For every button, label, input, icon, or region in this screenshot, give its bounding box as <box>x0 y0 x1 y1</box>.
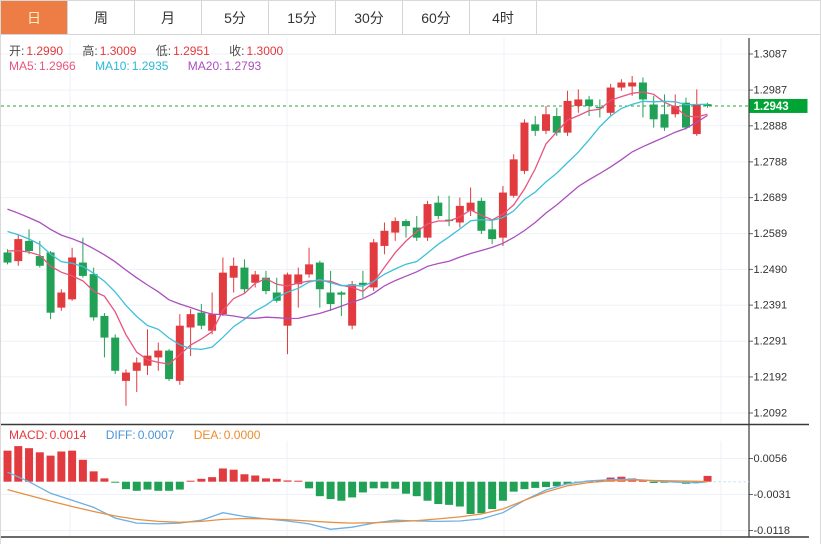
open-label: 开: <box>9 44 25 58</box>
toolbar-spacer <box>537 1 820 34</box>
high-label: 高: <box>82 44 98 58</box>
open-value: 1.2990 <box>26 44 64 58</box>
price-axis-label: 1.2291 <box>754 336 788 348</box>
ma20-value: 1.2793 <box>224 59 262 73</box>
price-axis-label: 1.3087 <box>754 49 788 61</box>
price-axis-label: 1.2092 <box>754 408 788 420</box>
price-axis-label: 1.2192 <box>754 371 788 383</box>
period-toolbar: 日 周 月 5分 15分 30分 60分 4时 <box>1 1 820 35</box>
price-axis-label: 1.2589 <box>754 228 788 240</box>
low-value: 1.2951 <box>173 44 210 58</box>
ma-lines <box>7 91 708 365</box>
macd-label: MACD: <box>9 428 48 442</box>
low-label: 低: <box>155 44 172 58</box>
tab-month[interactable]: 月 <box>135 1 202 34</box>
price-gridlines: 1.3087 1.2987 1.2888 1.2788 1.2689 1.2589 1.24… <box>1 38 787 537</box>
current-price-value: 1.2943 <box>754 101 789 113</box>
tab-week[interactable]: 周 <box>68 1 135 34</box>
macd-axis-label: -0.0031 <box>754 489 791 501</box>
price-axis-label: 1.2888 <box>754 120 788 132</box>
dea-label: DEA: <box>193 428 222 442</box>
diff-line <box>7 471 708 530</box>
panel-frame <box>1 38 809 538</box>
current-price-tag: 1.2943 <box>749 98 808 113</box>
tab-15min[interactable]: 15分 <box>269 1 336 34</box>
candles-layer <box>3 76 712 406</box>
macd-info: MACD: 0.0014 DIFF: 0.0007 DEA: 0.0000 <box>9 428 262 442</box>
diff-label: DIFF: <box>105 428 136 442</box>
ma20-label: MA20: <box>187 59 223 73</box>
ma10-line <box>7 100 708 351</box>
ma10-label: MA10: <box>95 59 130 73</box>
tab-4hour[interactable]: 4时 <box>470 1 537 34</box>
macd-axis-label: 0.0056 <box>754 453 788 465</box>
ohlc-info: 开: 1.2990 高: 1.3009 低: 1.2951 收: 1.3000 <box>9 42 285 59</box>
price-axis-label: 1.2987 <box>754 85 788 97</box>
ma5-label: MA5: <box>9 59 38 73</box>
macd-axis-label: -0.0118 <box>754 525 791 537</box>
macd-lines <box>7 471 749 530</box>
ma5-value: 1.2966 <box>39 59 76 73</box>
price-axis-label: 1.2391 <box>754 300 788 312</box>
tab-day[interactable]: 日 <box>1 1 68 34</box>
dea-line <box>7 479 708 524</box>
macd-gridlines: 0.0056 -0.0031 -0.0118 <box>1 453 791 537</box>
close-value: 1.3000 <box>246 44 284 58</box>
price-axis-label: 1.2689 <box>754 192 788 204</box>
ma20-line <box>7 114 708 320</box>
close-label: 收: <box>229 44 245 58</box>
tab-30min[interactable]: 30分 <box>336 1 403 34</box>
ma-info: MA5: 1.2966 MA10: 1.2935 MA20: 1.2793 <box>9 59 263 73</box>
ma5-line <box>7 91 708 365</box>
tab-60min[interactable]: 60分 <box>403 1 470 34</box>
macd-value: 0.0014 <box>49 428 87 442</box>
ma10-value: 1.2935 <box>131 59 169 73</box>
price-axis-label: 1.2788 <box>754 156 788 168</box>
diff-value: 0.0007 <box>137 428 175 442</box>
dea-value: 0.0000 <box>223 428 261 442</box>
high-value: 1.3009 <box>99 44 137 58</box>
tab-5min[interactable]: 5分 <box>202 1 269 34</box>
price-axis-label: 1.2490 <box>754 264 788 276</box>
